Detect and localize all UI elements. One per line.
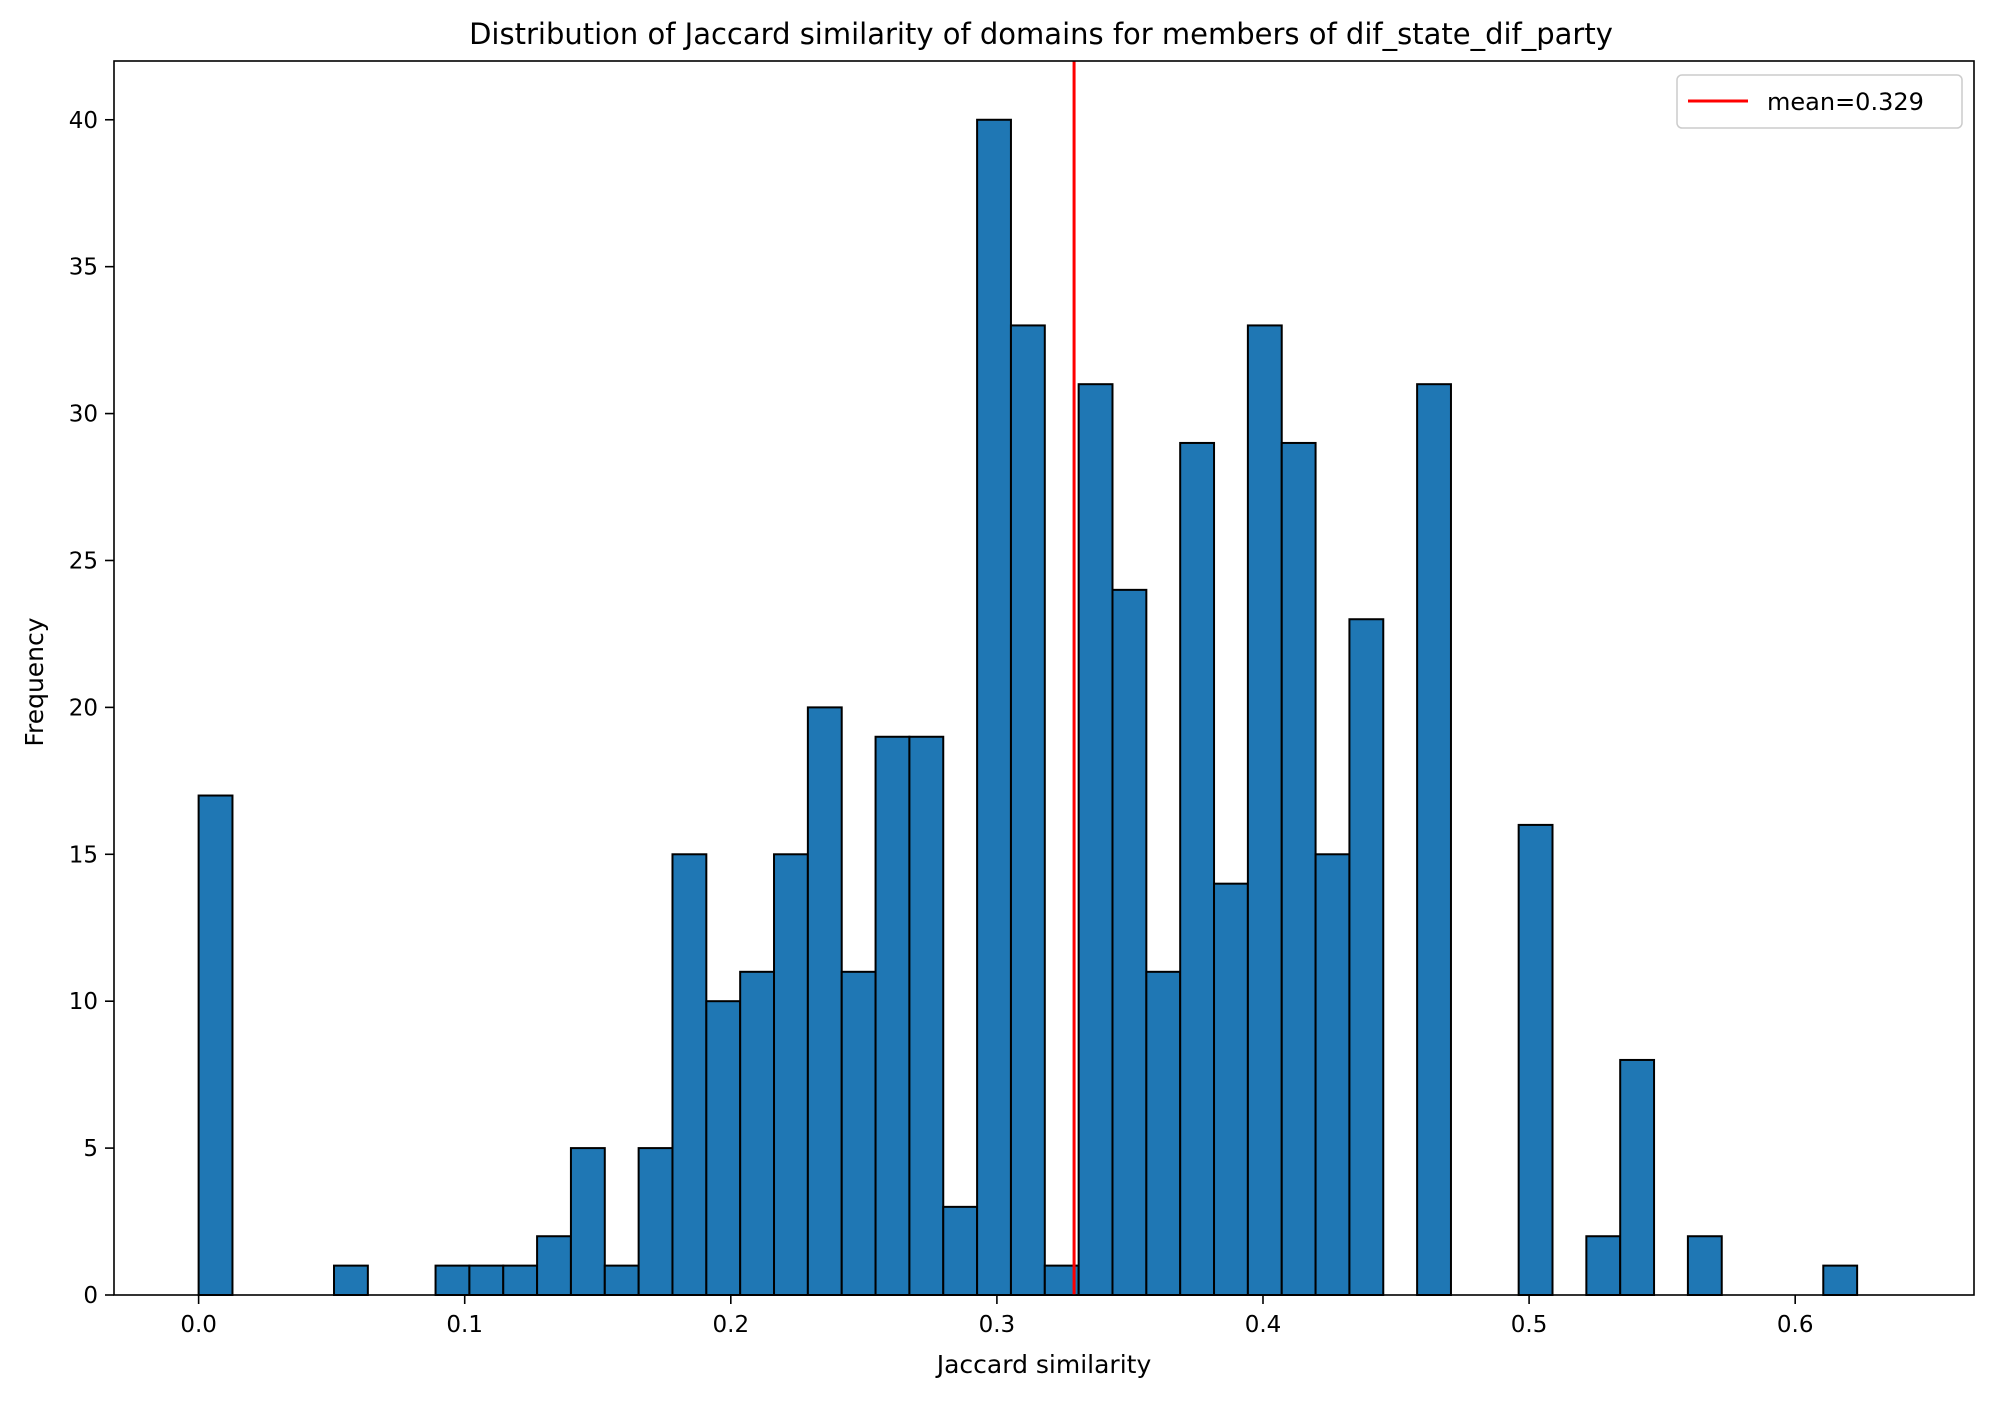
histogram-bar	[333, 1264, 369, 1296]
x-tick-label: 0.6	[1777, 1312, 1814, 1338]
bars-group	[197, 118, 1859, 1297]
histogram-bar	[603, 1264, 640, 1296]
legend-label-mean: mean=0.329	[1767, 88, 1924, 116]
x-tick-label: 0.4	[1245, 1312, 1282, 1338]
y-tick-label: 30	[69, 402, 98, 428]
histogram-bar	[1585, 1235, 1622, 1296]
y-axis-ticks: 0 5 10 15 20 25 30 35 40	[69, 108, 114, 1309]
histogram-bar	[1619, 1058, 1656, 1297]
histogram-bar	[434, 1264, 471, 1296]
y-tick-label: 5	[83, 1136, 98, 1162]
histogram-bar	[671, 853, 708, 1296]
histogram-bar	[536, 1235, 572, 1296]
x-tick-label: 0.1	[446, 1312, 483, 1338]
histogram-bar	[1111, 588, 1148, 1296]
y-tick-label: 0	[83, 1283, 98, 1309]
histogram-bar	[908, 735, 945, 1296]
y-tick-label: 15	[69, 842, 98, 868]
histogram-bar	[1213, 882, 1249, 1297]
x-tick-label: 0.3	[979, 1312, 1016, 1338]
histogram-bar	[1280, 441, 1317, 1296]
histogram-bar	[942, 1205, 979, 1297]
histogram-bar	[468, 1264, 505, 1296]
x-tick-label: 0.2	[713, 1312, 750, 1338]
histogram-bar	[1077, 383, 1114, 1296]
histogram-bar	[739, 970, 776, 1296]
y-tick-label: 25	[69, 548, 98, 574]
histogram-bar	[637, 1147, 674, 1296]
x-tick-label: 0.0	[180, 1312, 217, 1338]
x-tick-label: 0.5	[1511, 1312, 1548, 1338]
histogram-bar	[502, 1264, 539, 1296]
histogram-bar	[840, 970, 877, 1296]
histogram-bar	[806, 706, 843, 1296]
histogram-bar	[976, 118, 1012, 1296]
histogram-bar	[1348, 618, 1385, 1296]
y-tick-label: 20	[69, 695, 98, 721]
chart-title: Distribution of Jaccard similarity of do…	[469, 17, 1613, 51]
histogram-bar	[1314, 853, 1351, 1296]
histogram-bar	[1145, 970, 1182, 1296]
histogram-bar	[773, 853, 809, 1296]
legend: mean=0.329	[1676, 74, 1963, 129]
histogram-bar	[874, 735, 911, 1296]
histogram-bar	[1416, 383, 1452, 1296]
legend-box	[1676, 74, 1963, 129]
y-axis-label: Frequency	[20, 617, 49, 746]
histogram-bar	[1517, 823, 1554, 1297]
histogram-bar	[1009, 324, 1046, 1296]
x-axis-label: Jaccard similarity	[935, 1350, 1152, 1379]
histogram-bar	[1686, 1235, 1723, 1296]
y-tick-label: 35	[69, 255, 98, 281]
x-axis-ticks: 0.0 0.1 0.2 0.3 0.4 0.5 0.6	[180, 1295, 1813, 1338]
histogram-bar	[1822, 1264, 1859, 1296]
y-tick-label: 40	[69, 108, 98, 134]
histogram-bar	[1179, 441, 1216, 1296]
histogram-bar	[1246, 324, 1283, 1296]
histogram-bar	[705, 1000, 742, 1296]
plot-frame	[113, 60, 1975, 1296]
histogram-bar	[197, 794, 234, 1296]
histogram-bar	[569, 1147, 606, 1296]
y-tick-label: 10	[69, 989, 98, 1015]
